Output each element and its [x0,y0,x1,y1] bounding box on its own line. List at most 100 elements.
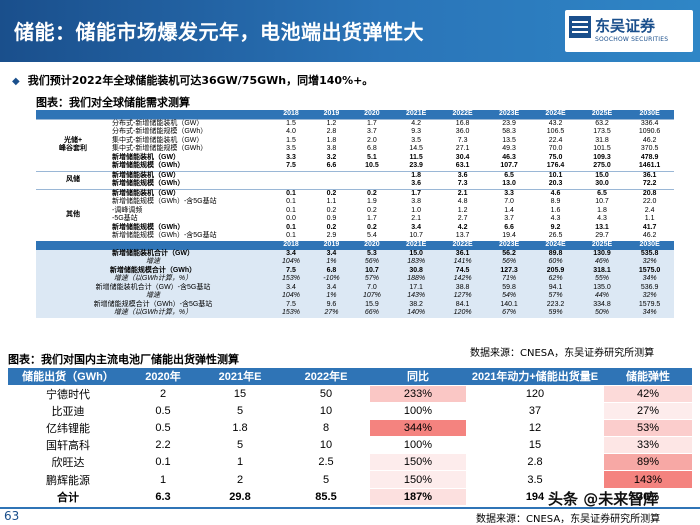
table-row: -调峰调频 0.1 0.2 0.2 1.0 1.2 1.4 1.6 1.8 2.4 [36,207,674,216]
cell-value [270,170,312,180]
row-label: 新增储能规模合计（GWh）-含5G基站 [36,300,270,309]
cell-value [270,180,312,189]
total-label: 合计 [8,487,128,506]
table-row: 新增储能规模（GWh）-含5G基站 0.1 1.1 1.9 3.8 4.8 7.0 8.9 10… [36,198,674,207]
summary-row: 新增储能装机合计（GW）-含5G基站 3.4 3.4 7.0 17.1 38.8 59.8 9… [36,283,674,292]
summary-row: 增速 104% 1% 107% 143% 127% 54% 57% 44% 32% [36,292,674,301]
cell-value: 1.8 [597,206,607,214]
cell-value: 120 [466,385,604,403]
cell-value: 6.5 [578,188,626,198]
year-header: 2018 [270,110,312,119]
table-row: 宁德时代 2 15 50 233% 120 42% [8,385,692,403]
cell-value: 109.3 [593,153,611,161]
cell-value: 334.8 [578,300,626,309]
cell-value: 104% [270,258,312,267]
year-header: 2020 [350,240,393,250]
yoy-cell: 150% [370,470,466,489]
cell-value: 7.0 [350,283,393,292]
row-label: 增速（以GWh计算，%） [36,275,270,284]
year-header: 2024E [532,240,579,250]
header-blank [36,110,110,119]
cell-value: 1575.0 [625,266,674,275]
cell-value: 9.3 [411,128,421,135]
cell-value: 188% [392,275,440,284]
cell-value: 31.8 [595,136,609,144]
cell-value: 10.7 [350,266,393,275]
cell-value: 13.5 [502,136,516,144]
cell-value: 4.3 [550,215,561,222]
table-row: 亿纬锂能 0.5 1.8 8 344% 12 53% [8,419,692,438]
cell-value: 3.5 [286,145,296,152]
header-blank [110,110,270,119]
table-row: 欣旺达 0.1 1 2.5 150% 2.8 89% [8,453,692,472]
cell-value: 30.0 [595,180,609,187]
cell-value: 1.1 [644,215,655,222]
table-row: 新增储能规模（GWh） 0.1 0.2 0.2 3.4 4.2 6.6 9.2 13.1 41.7 [36,224,674,233]
cell-value: 104% [270,292,312,301]
cell-value: 0.2 [367,206,377,214]
table-row: 光储+ 峰谷套利 分布式-新增储能装机（GW） 1.5 1.2 1.7 4.2 16.8 23.… [36,118,674,171]
table-row: 集中式-新增储能规模（GWh） 3.5 3.8 6.8 14.5 27.1 49.3 70.0… [36,145,674,154]
cell-value: 194 [466,487,604,506]
cell-value: 1 [198,453,282,472]
cell-value: 1.0 [411,206,421,214]
figure1-source: 数据来源：CNESA，东吴证券研究所测算 [470,348,655,359]
cell-value: 1.5 [286,136,296,144]
cell-value: 29.8 [198,487,282,506]
cell-value: 478.9 [640,153,659,161]
row-label: 新增储能规模（GWh） [112,180,185,187]
cell-value: 84.1 [439,300,486,309]
cell-value: 0.2 [326,206,337,214]
slide-title: 储能：储能市场爆发元年，电池端出货弹性大 [14,20,424,44]
elasticity-cell: 30% [604,487,692,506]
cell-value: 2.7 [457,215,468,222]
cell-value: 34% [625,275,674,284]
cell-value: 22.0 [642,198,657,205]
cell-value: 6.5 [485,170,533,180]
cell-value: 13.1 [595,223,609,231]
page-number: 63 [4,509,20,523]
cell-value [351,180,393,189]
cell-value: 56% [350,258,393,267]
summary-row: 增速（以GWh计算，%） 153% 27% 66% 140% 120% 67% 59% 50% 3… [36,309,674,318]
cell-value: 11.5 [409,153,423,161]
cell-value: 3.4 [411,223,421,231]
table-row: 新增储能规模（GWh） 3.6 7.3 13.0 20.3 30.0 72.2 [36,180,674,189]
cell-value: 41.7 [642,223,657,231]
cell-value: 13.0 [502,180,516,187]
cell-value: 0.1 [286,206,296,214]
cell-value: 14.5 [409,145,423,152]
total-row: 合计 6.3 29.8 85.5 187% 194 30% [8,487,692,506]
column-header: 2022年E [282,368,370,386]
cell-value: 173.5 [593,128,611,135]
cell-value: 15.0 [578,170,626,180]
cell-value: 7.0 [504,198,514,205]
cell-value: 0.9 [326,215,337,222]
cell-value: 46% [578,258,626,267]
summary-row: 新增储能规模合计（GWh）-含5G基站 7.5 9.6 15.9 38.2 84.1 140… [36,300,674,309]
cell-value: 30.4 [455,153,470,161]
cell-value: 1.8 [326,136,337,144]
cell-value: 59.8 [485,283,533,292]
year-header: 2023E [485,240,533,250]
cell-value: 2.1 [439,188,486,198]
cell-value: 2 [128,385,198,403]
cell-value: 0.1 [128,453,198,472]
cell-value: 46.2 [642,136,657,144]
row-label: 新增储能规模合计（GWh） [36,266,270,275]
cell-value: 3.8 [326,145,337,152]
cell-value: 29.7 [595,232,609,239]
cell-value: 130.9 [578,249,626,258]
cell-value: 1.2 [457,206,468,214]
cell-value: 36.1 [625,170,674,180]
column-header: 2020年 [128,368,198,386]
year-header: 2030E [625,110,674,119]
cell-value: 2.2 [128,436,198,455]
cell-value: 5 [282,470,370,489]
cell-value: 1.7 [367,215,377,222]
cell-value: 2.4 [644,206,655,214]
cell-value: 0.5 [128,419,198,438]
cell-value: 46.3 [502,153,516,161]
cell-value: 37 [466,402,604,420]
